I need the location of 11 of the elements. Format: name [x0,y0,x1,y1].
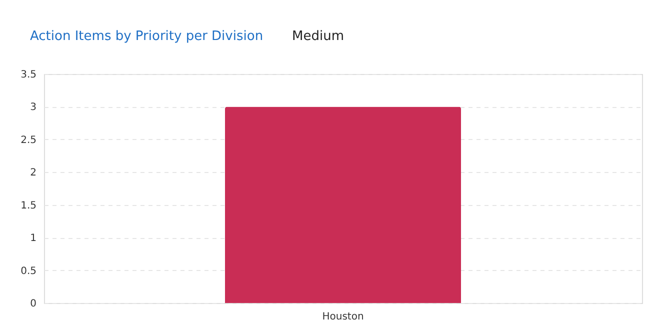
y-tick-label: 0.5 [20,266,36,277]
y-tick-label: 1 [30,233,36,244]
y-tick-label: 2 [30,168,36,179]
y-tick-label: 3 [30,102,36,114]
chart-title: Action Items by Priority per Division [30,29,264,44]
chart-subtitle: Medium [292,29,344,44]
y-tick-label: 0 [30,298,36,310]
y-tick-label: 1.5 [20,200,36,212]
y-tick-label: 3.5 [20,70,36,80]
y-tick-label: 2.5 [20,134,36,146]
x-tick-label: Houston [322,312,364,322]
